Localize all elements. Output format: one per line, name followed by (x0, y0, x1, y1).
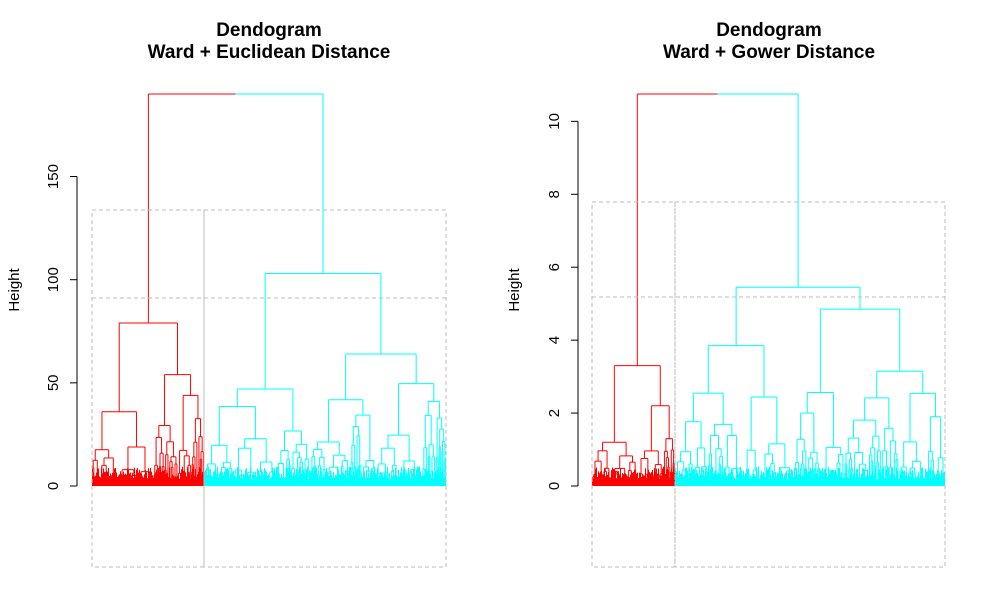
dendrogram-tree (92, 93, 447, 486)
y-tick-label: 6 (546, 263, 563, 271)
y-axis-label: Height (6, 267, 23, 311)
y-axis: 0 50 100 150 (45, 164, 78, 490)
y-tick-label: 0 (546, 482, 563, 490)
cluster-cut-rectangles (91, 209, 447, 568)
cut-rect-cluster-2 (203, 209, 447, 568)
y-tick-label: 0 (45, 482, 62, 490)
y-tick-label: 100 (45, 267, 62, 292)
cut-rect-cluster-1 (91, 209, 205, 568)
cut-rect-cluster-1 (591, 201, 676, 568)
chart-title-line1: Dendogram (216, 20, 322, 41)
y-tick-label: 4 (546, 336, 563, 344)
y-tick-label: 2 (546, 409, 563, 417)
y-tick-label: 150 (45, 164, 62, 189)
y-tick-label: 50 (45, 374, 62, 391)
y-tick-label: 10 (546, 113, 563, 130)
chart-title-line2: Ward + Euclidean Distance (148, 42, 391, 63)
y-axis: 0 2 4 6 8 10 (546, 113, 579, 490)
dendrogram-tree (592, 93, 945, 486)
dendrogram-panel-euclidean: Dendogram Ward + Euclidean Distance Heig… (6, 20, 447, 568)
chart-title-line2: Ward + Gower Distance (663, 42, 875, 63)
y-axis-label: Height (506, 267, 523, 311)
dendrogram-panel-gower: Dendogram Ward + Gower Distance Height 0… (506, 20, 946, 568)
cut-rect-cluster-2 (674, 201, 946, 568)
y-tick-label: 8 (546, 190, 563, 198)
cluster-cut-rectangles (591, 201, 946, 568)
chart-title-line1: Dendogram (716, 20, 822, 41)
